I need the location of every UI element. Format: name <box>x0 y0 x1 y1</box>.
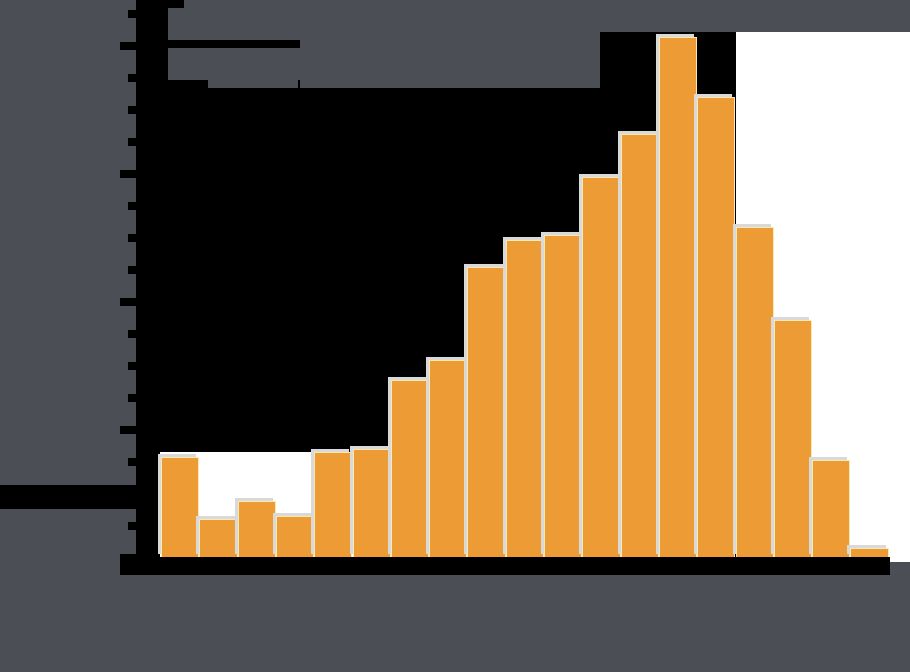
y-tick <box>128 522 136 530</box>
histogram-bar <box>658 37 698 557</box>
y-tick <box>120 426 136 434</box>
histogram-bar <box>237 501 276 557</box>
histogram-bar <box>275 516 315 557</box>
histogram-bar <box>390 380 430 557</box>
y-tick <box>128 362 136 370</box>
histogram-bar <box>161 457 200 557</box>
y-tick <box>128 138 136 146</box>
y-tick <box>128 266 136 274</box>
x-axis-line <box>120 557 890 575</box>
upper-band <box>300 32 600 88</box>
y-tick <box>128 394 136 402</box>
title-underline <box>184 40 312 48</box>
x-axis-labels-left <box>0 575 160 672</box>
y-tick <box>128 490 136 498</box>
y-tick <box>120 42 136 50</box>
subtitle-region <box>168 8 312 40</box>
histogram-bar <box>773 320 813 557</box>
y-tick <box>128 74 136 82</box>
histogram-bar <box>620 134 659 557</box>
y-tick <box>128 330 136 338</box>
y-tick <box>120 298 136 306</box>
x-axis-labels <box>160 575 910 672</box>
histogram-bar <box>429 360 468 557</box>
y-tick <box>128 10 136 18</box>
y-tick <box>120 170 136 178</box>
histogram-bar <box>467 267 506 557</box>
histogram-bar <box>314 452 353 557</box>
histogram-bar <box>850 548 889 557</box>
histogram-bar <box>352 449 391 557</box>
legend-region <box>168 48 320 80</box>
histogram-bar <box>199 519 238 557</box>
y-tick <box>128 234 136 242</box>
histogram-bar <box>544 235 583 557</box>
histogram-bar <box>697 97 736 557</box>
histogram-bar <box>812 460 851 557</box>
y-axis-gap <box>0 485 136 509</box>
histogram-bar <box>505 240 544 557</box>
y-tick <box>128 202 136 210</box>
y-axis-labels <box>0 0 136 485</box>
legend-region-2 <box>208 80 298 88</box>
y-tick <box>128 106 136 114</box>
histogram-bar <box>735 227 774 557</box>
histogram-bar <box>582 177 621 557</box>
y-tick <box>128 458 136 466</box>
